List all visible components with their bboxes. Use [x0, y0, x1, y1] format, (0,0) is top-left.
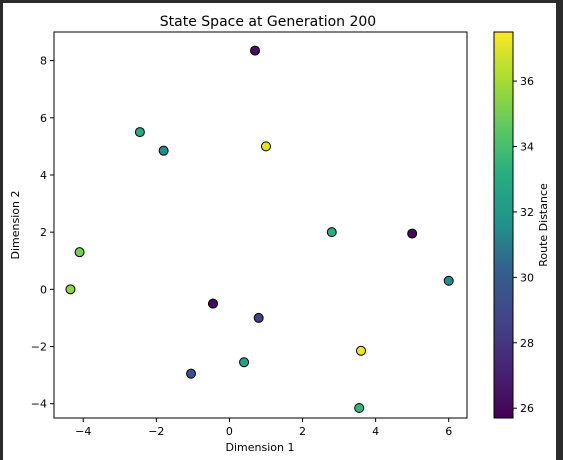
scatter-point-1: [250, 45, 261, 56]
colorbar-tick-label: 34: [520, 140, 534, 153]
plot-frame: [53, 31, 468, 419]
y-tick-label: −4: [31, 398, 47, 411]
scatter-point-6: [407, 228, 418, 239]
scatter-point-12: [253, 312, 264, 323]
scatter-point-4: [260, 141, 271, 152]
scatter-point-5: [326, 227, 337, 238]
colorbar: [493, 31, 514, 419]
x-axis-label: Dimension 1: [226, 441, 295, 454]
x-tick-label: 0: [226, 425, 233, 438]
x-tick-label: 6: [445, 425, 452, 438]
x-tick-label: −2: [148, 425, 164, 438]
scatter-point-7: [74, 247, 85, 258]
y-tick-label: −2: [31, 341, 47, 354]
scatter-point-16: [354, 402, 365, 413]
chart: State Space at Generation 200 −4 −2 0 2 4 6 −…: [9, 14, 550, 454]
scatter-point-11: [207, 298, 218, 309]
x-tick-label: −4: [75, 425, 91, 438]
x-axis: −4 −2 0 2 4 6: [75, 418, 452, 438]
scatter-point-3: [158, 145, 169, 156]
figure: State Space at Generation 200 −4 −2 0 2 4 6 −…: [3, 3, 556, 460]
colorbar-ticks: 26 28 30 32 34 36: [513, 75, 534, 415]
y-axis: −4 −2 0 2 4 6 8: [31, 55, 54, 411]
scatter-point-9: [443, 275, 454, 286]
y-axis-label: Dimension 2: [9, 191, 22, 260]
y-tick-label: 8: [40, 55, 47, 68]
scatter-point-8: [65, 284, 76, 295]
x-tick-label: 2: [299, 425, 306, 438]
y-tick-label: 2: [40, 226, 47, 239]
scatter-point-14: [239, 357, 250, 368]
x-tick-label: 4: [372, 425, 379, 438]
chart-title: State Space at Generation 200: [160, 14, 376, 30]
scatter-points: [65, 45, 454, 413]
y-tick-label: 6: [40, 112, 47, 125]
scatter-point-2: [134, 127, 145, 138]
colorbar-tick-label: 36: [520, 75, 534, 88]
colorbar-tick-label: 26: [520, 402, 534, 415]
y-tick-label: 0: [40, 283, 47, 296]
colorbar-tick-label: 28: [520, 337, 534, 350]
colorbar-label: Route Distance: [537, 183, 550, 267]
y-tick-label: 4: [40, 169, 47, 182]
scatter-point-13: [356, 345, 367, 356]
colorbar-tick-label: 30: [520, 271, 534, 284]
colorbar-tick-label: 32: [520, 206, 534, 219]
scatter-point-15: [186, 368, 197, 379]
